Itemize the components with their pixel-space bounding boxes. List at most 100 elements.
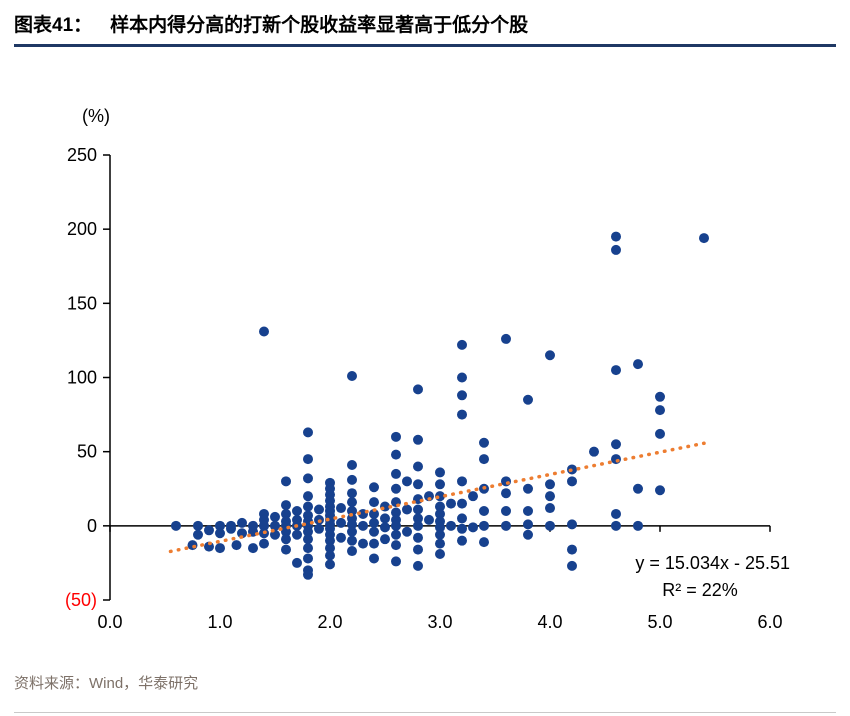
data-point [347, 546, 357, 557]
data-point [248, 543, 258, 554]
data-point [347, 488, 357, 499]
data-point [369, 526, 379, 537]
data-point [545, 491, 555, 502]
data-point [413, 544, 423, 555]
data-point [303, 454, 313, 465]
data-point [435, 529, 445, 540]
data-point [633, 483, 643, 494]
data-point [501, 520, 511, 531]
data-point [655, 428, 665, 439]
data-point [380, 534, 390, 545]
data-point [523, 483, 533, 494]
data-point [479, 537, 489, 548]
data-point [545, 350, 555, 361]
data-point [567, 519, 577, 530]
data-point [303, 569, 313, 580]
data-point [413, 520, 423, 531]
data-point [358, 520, 368, 531]
data-point [270, 511, 280, 522]
data-point [523, 394, 533, 405]
data-point [171, 520, 181, 531]
data-point [204, 525, 214, 536]
data-point [259, 326, 269, 337]
data-point [215, 520, 225, 531]
data-point [391, 507, 401, 518]
data-point [347, 474, 357, 485]
data-point [435, 522, 445, 533]
data-point [347, 460, 357, 471]
data-point [347, 519, 357, 530]
data-point [369, 482, 379, 493]
data-point [457, 498, 467, 509]
data-point [380, 513, 390, 524]
data-point [259, 538, 269, 549]
data-point [292, 529, 302, 540]
data-point [611, 439, 621, 450]
data-point [187, 540, 198, 551]
data-point [391, 520, 401, 531]
data-point [446, 520, 456, 531]
data-point [391, 468, 401, 479]
data-point [501, 476, 511, 487]
data-point [347, 506, 357, 516]
data-point [303, 534, 313, 545]
data-point [479, 506, 489, 516]
data-point [369, 497, 379, 508]
data-point [457, 513, 467, 524]
data-point [457, 339, 467, 350]
y-tick-label: 100 [67, 368, 97, 388]
data-point [369, 508, 379, 519]
data-point [325, 550, 335, 561]
data-point [523, 519, 533, 530]
data-point [446, 498, 456, 509]
data-point [545, 520, 555, 531]
data-point [391, 556, 401, 567]
data-point [292, 506, 302, 516]
data-point [468, 522, 478, 533]
data-point [402, 526, 412, 537]
data-point [303, 553, 313, 564]
data-point [303, 543, 313, 554]
data-point [655, 391, 665, 402]
r-squared-label: R² = 22% [662, 580, 738, 600]
data-point [231, 540, 242, 551]
data-point [347, 526, 357, 537]
data-point [655, 485, 665, 496]
data-point [523, 529, 533, 540]
x-tick-label: 2.0 [317, 612, 342, 632]
x-tick-label: 4.0 [537, 612, 562, 632]
data-point [545, 503, 555, 514]
data-point [611, 231, 621, 242]
data-point [435, 479, 445, 490]
data-point [325, 543, 335, 554]
data-point [413, 461, 423, 472]
data-point [369, 517, 379, 528]
data-point [325, 535, 335, 546]
data-point [303, 526, 313, 537]
data-point [457, 409, 467, 420]
y-tick-label: 0 [87, 516, 97, 536]
data-point [468, 491, 478, 502]
x-tick-label: 5.0 [647, 612, 672, 632]
data-point [611, 508, 621, 519]
data-point [237, 517, 247, 528]
y-tick-label: (50) [65, 590, 97, 610]
data-point [391, 449, 401, 460]
data-point [457, 390, 467, 401]
data-point [259, 520, 269, 531]
data-point [292, 557, 302, 568]
data-point [501, 333, 511, 344]
data-point [633, 520, 643, 531]
y-tick-label: 200 [67, 219, 97, 239]
figure-header: 图表41： 样本内得分高的打新个股收益率显著高于低分个股 [14, 10, 836, 47]
data-point [611, 454, 621, 465]
figure-footer: 资料来源：Wind，华泰研究 [14, 672, 836, 713]
data-point [347, 497, 357, 508]
data-point [567, 476, 577, 487]
y-tick-label: 50 [77, 442, 97, 462]
data-point [336, 503, 346, 514]
data-point [457, 476, 467, 487]
data-point [237, 528, 247, 539]
data-point [325, 559, 335, 570]
